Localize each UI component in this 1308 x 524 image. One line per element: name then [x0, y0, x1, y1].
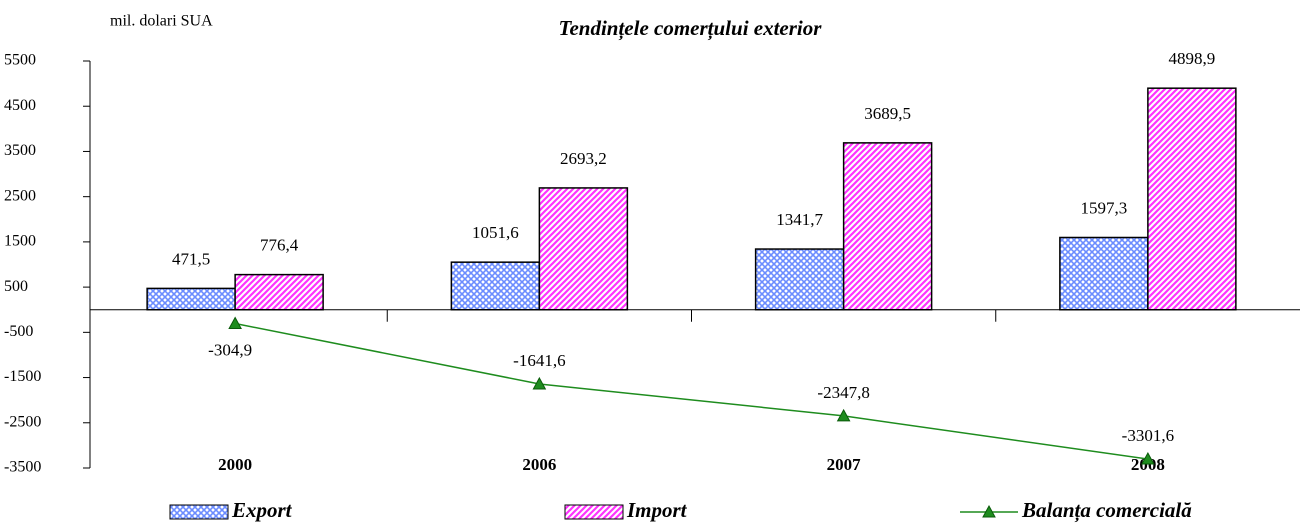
y-tick-label: 1500: [4, 233, 36, 250]
y-tick-label: 2500: [4, 187, 36, 204]
line-marker: [532, 376, 547, 390]
bar: [754, 248, 845, 311]
bar: [450, 261, 541, 311]
y-tick-label: -3500: [4, 459, 41, 476]
line-value-label: -2347,8: [817, 383, 869, 402]
line-marker: [836, 408, 851, 422]
legend-marker: [982, 504, 996, 518]
bar-value-label: 776,4: [260, 236, 299, 255]
bar-value-label: 471,5: [172, 249, 210, 268]
y-tick-label: -500: [4, 323, 33, 340]
line-value-label: -1641,6: [513, 351, 565, 370]
y-tick-label: 4500: [4, 97, 36, 114]
bar: [1147, 87, 1237, 311]
x-tick-label: 2000: [218, 455, 252, 474]
bar-value-label: 4898,9: [1169, 49, 1216, 68]
bar-value-label: 1597,3: [1081, 198, 1128, 217]
bar-value-label: 1051,6: [472, 223, 519, 242]
bar-value-label: 3689,5: [864, 104, 911, 123]
line-marker: [228, 316, 242, 330]
chart-title: Tendințele comerțului exterior: [559, 16, 823, 41]
bar-value-label: 1341,7: [776, 210, 823, 229]
x-tick-label: 2007: [827, 455, 862, 474]
y-tick-label: 5500: [4, 52, 36, 69]
y-tick-label: -2500: [4, 413, 41, 430]
bar: [1059, 236, 1149, 311]
line-value-label: -3301,6: [1122, 426, 1174, 445]
legend-label: Balanța comercială: [1021, 498, 1192, 523]
y-axis-label: mil. dolari SUA: [110, 13, 213, 30]
legend-label: Export: [231, 498, 293, 522]
legend-label: Import: [626, 498, 688, 522]
y-tick-label: 500: [4, 278, 28, 295]
legend-swatch: [564, 504, 624, 520]
y-tick-label: 3500: [4, 142, 36, 159]
bar: [842, 142, 933, 311]
line: [234, 322, 1148, 460]
bar: [234, 273, 324, 311]
bar: [146, 287, 236, 311]
line-value-label: -304,9: [208, 340, 252, 359]
bar: [538, 187, 629, 311]
legend-swatch: [169, 504, 229, 520]
y-tick-label: -1500: [4, 368, 41, 385]
line-marker: [1141, 451, 1155, 465]
bar-value-label: 2693,2: [560, 149, 607, 168]
x-tick-label: 2006: [522, 455, 556, 474]
